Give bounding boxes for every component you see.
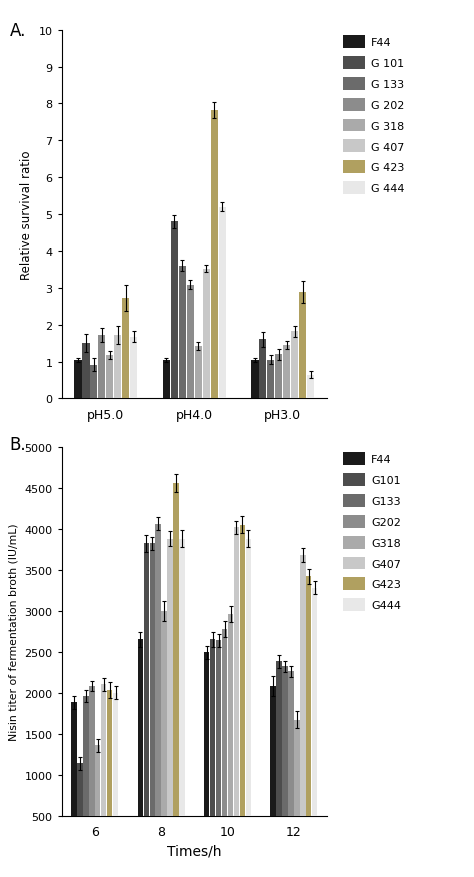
X-axis label: Times/h: Times/h (167, 843, 221, 857)
Bar (195, 346, 202, 399)
Bar (294, 720, 300, 857)
Bar (98, 336, 105, 399)
Bar (203, 269, 210, 399)
Bar (89, 687, 94, 857)
Y-axis label: Nisin titer of fermentation broth (IU/mL): Nisin titer of fermentation broth (IU/mL… (9, 523, 19, 740)
Bar (171, 222, 178, 399)
Bar (246, 539, 251, 857)
Legend: F44, G101, G133, G202, G318, G407, G423, G444: F44, G101, G133, G202, G318, G407, G423,… (343, 453, 401, 611)
Bar (71, 702, 77, 857)
Bar (74, 360, 82, 399)
Bar (216, 640, 221, 857)
Bar (91, 365, 98, 399)
Bar (270, 687, 276, 857)
Bar (95, 745, 100, 857)
Bar (300, 555, 306, 857)
Bar (101, 685, 107, 857)
Bar (144, 544, 149, 857)
Bar (276, 662, 282, 857)
Bar (251, 360, 258, 399)
Bar (267, 360, 274, 399)
Bar (187, 286, 194, 399)
Bar (163, 360, 170, 399)
Y-axis label: Relative survival ratio: Relative survival ratio (20, 150, 33, 280)
Bar (149, 544, 155, 857)
Bar (299, 293, 306, 399)
Bar (179, 539, 185, 857)
Bar (83, 696, 89, 857)
Bar (204, 652, 210, 857)
Bar (107, 690, 112, 857)
Bar (234, 527, 239, 857)
Bar (167, 539, 173, 857)
Bar (282, 667, 288, 857)
Bar (210, 639, 215, 857)
Bar (228, 614, 233, 857)
Bar (307, 375, 314, 399)
Bar (173, 483, 179, 857)
Bar (259, 340, 266, 399)
Bar (240, 525, 245, 857)
Bar (312, 588, 318, 857)
Bar (130, 337, 137, 399)
Bar (288, 672, 293, 857)
Bar (222, 629, 227, 857)
Bar (283, 346, 291, 399)
Bar (113, 693, 118, 857)
Bar (155, 524, 161, 857)
Bar (275, 355, 283, 399)
Bar (77, 763, 82, 857)
Text: B.: B. (9, 436, 26, 454)
Bar (162, 611, 167, 857)
Bar (210, 111, 218, 399)
Legend: F44, G 101, G 133, G 202, G 318, G 407, G 423, G 444: F44, G 101, G 133, G 202, G 318, G 407, … (343, 36, 404, 195)
Bar (291, 332, 298, 399)
Bar (219, 208, 226, 399)
Bar (122, 299, 129, 399)
Text: A.: A. (9, 22, 26, 40)
Bar (306, 576, 311, 857)
Bar (137, 639, 143, 857)
Bar (179, 267, 186, 399)
Bar (106, 355, 113, 399)
Bar (114, 336, 121, 399)
Bar (82, 344, 90, 399)
